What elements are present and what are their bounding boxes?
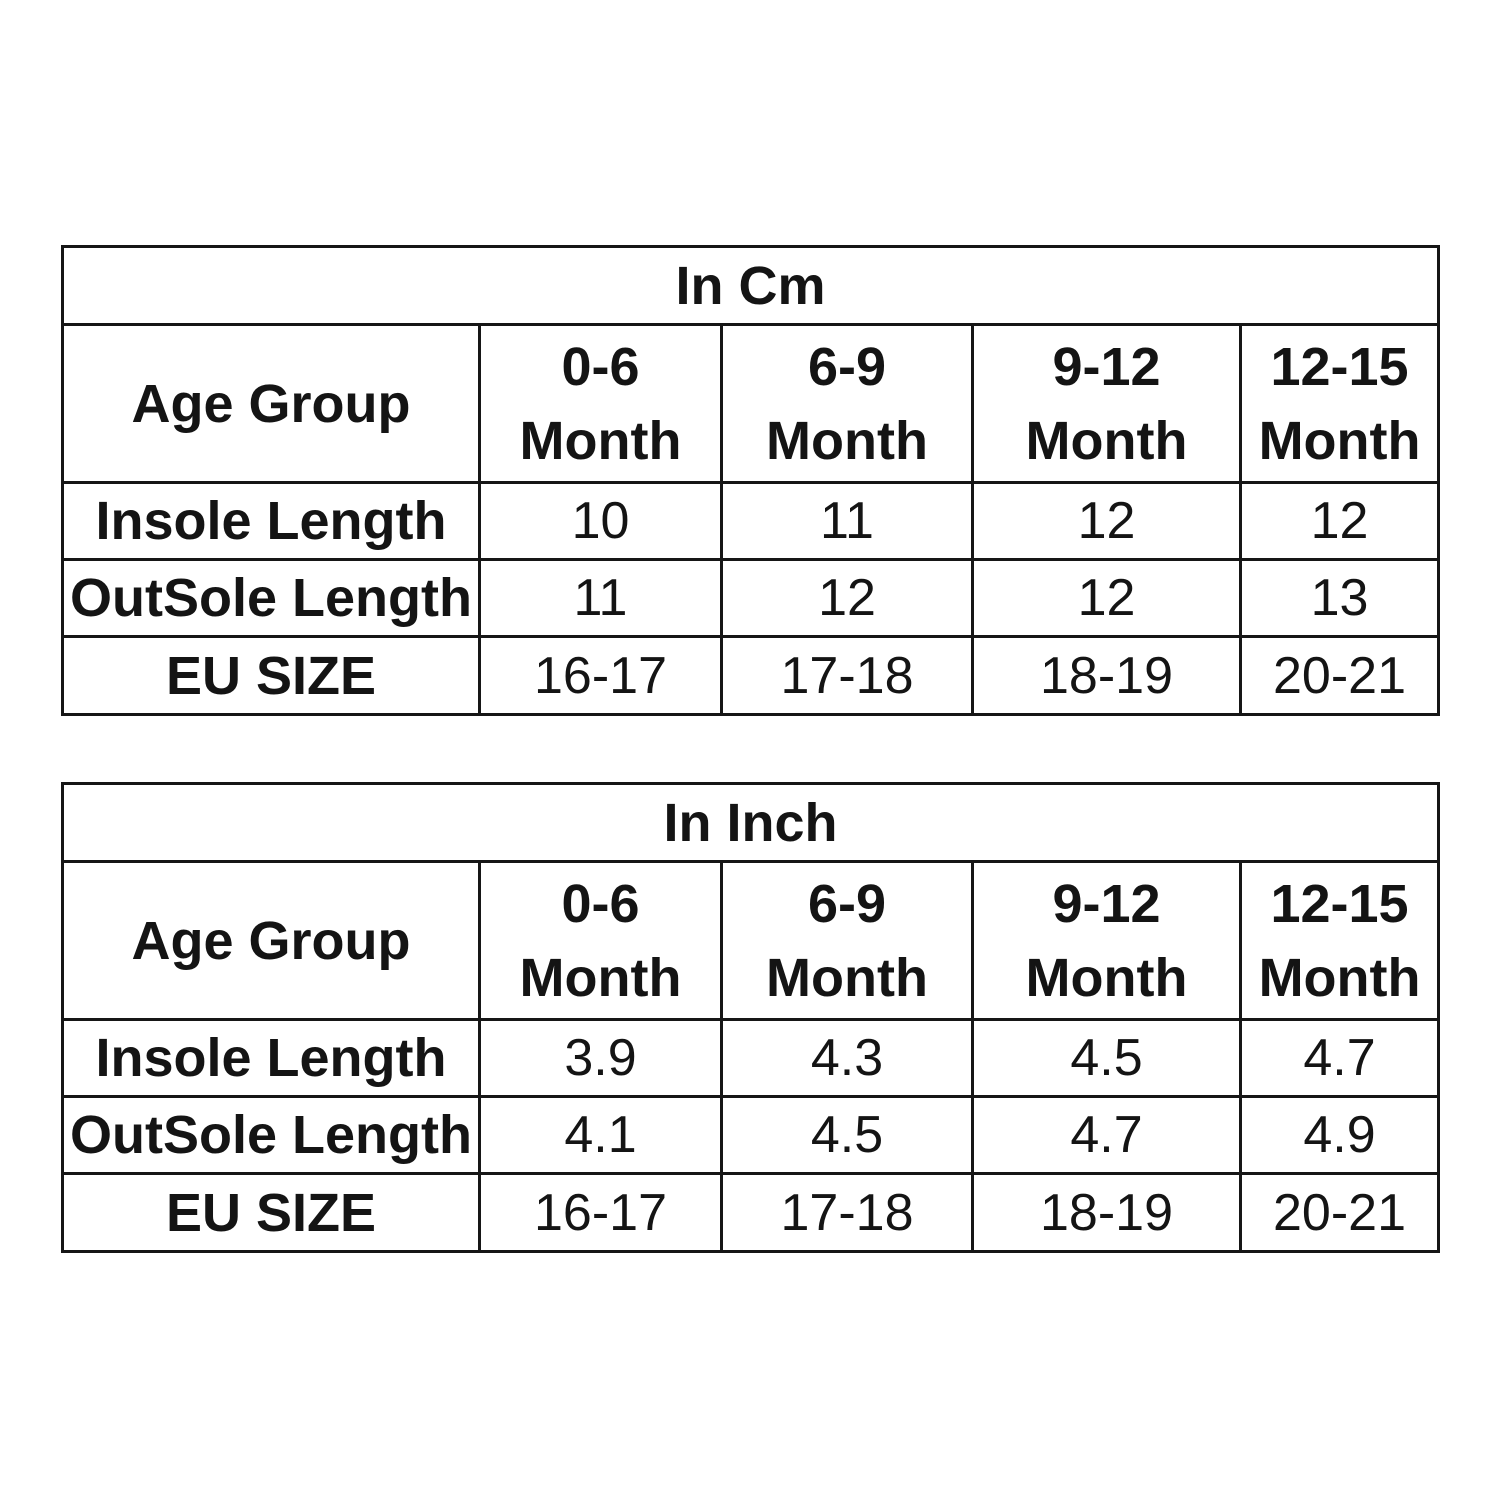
age-unit: Month [519, 947, 682, 1008]
value-cell: 18-19 [971, 635, 1242, 716]
age-unit: Month [766, 947, 928, 1008]
age-unit: Month [519, 410, 682, 471]
age-range: 6-9 [807, 336, 887, 397]
table-row: OutSole Length 4.1 4.5 4.7 4.9 [61, 1095, 1441, 1175]
value-cell: 12 [971, 481, 1242, 561]
row-label-outsole-length: OutSole Length [61, 1095, 481, 1175]
column-header-6-9-month: 6-9 Month [720, 860, 974, 1021]
age-range: 6-9 [807, 873, 887, 934]
table-title-cm: In Cm [60, 245, 1441, 326]
row-label-insole-length: Insole Length [61, 481, 481, 561]
age-range: 9-12 [1052, 873, 1161, 934]
row-label-eu-size: EU SIZE [61, 635, 481, 716]
column-header-12-15-month: 12-15 Month [1238, 323, 1441, 484]
column-header-12-15-month: 12-15 Month [1238, 860, 1441, 1021]
value-cell: 4.9 [1238, 1095, 1441, 1175]
age-range: 0-6 [561, 336, 640, 397]
value-cell: 4.5 [720, 1095, 974, 1175]
row-label-eu-size: EU SIZE [61, 1172, 481, 1253]
age-unit: Month [1025, 410, 1188, 471]
age-range: 9-12 [1052, 336, 1161, 397]
value-cell: 16-17 [478, 635, 723, 716]
value-cell: 12 [1238, 481, 1441, 561]
row-label-outsole-length: OutSole Length [61, 558, 481, 638]
age-unit: Month [766, 410, 928, 471]
value-cell: 4.3 [720, 1018, 974, 1098]
value-cell: 20-21 [1238, 635, 1441, 716]
value-cell: 13 [1238, 558, 1441, 638]
corner-header-age-group: Age Group [61, 323, 481, 484]
value-cell: 4.5 [971, 1018, 1242, 1098]
age-range: 12-15 [1270, 873, 1409, 934]
table-row: Age Group 0-6 Month 6-9 Month 9-12 Month… [61, 323, 1441, 484]
column-header-6-9-month: 6-9 Month [720, 323, 974, 484]
table-title-inch: In Inch [60, 782, 1441, 863]
age-unit: Month [1025, 947, 1188, 1008]
table-row: In Inch [60, 782, 1441, 863]
table-row: EU SIZE 16-17 17-18 18-19 20-21 [61, 1172, 1441, 1253]
value-cell: 4.7 [971, 1095, 1242, 1175]
size-chart-inch-table: In Inch Age Group 0-6 Month 6-9 Month 9-… [60, 782, 1441, 1253]
row-label-insole-length: Insole Length [61, 1018, 481, 1098]
table-row: Insole Length 10 11 12 12 [61, 481, 1441, 561]
column-header-0-6-month: 0-6 Month [478, 323, 723, 484]
table-row: Insole Length 3.9 4.3 4.5 4.7 [61, 1018, 1441, 1098]
value-cell: 16-17 [478, 1172, 723, 1253]
age-range: 12-15 [1270, 336, 1409, 397]
table-row: OutSole Length 11 12 12 13 [61, 558, 1441, 638]
age-unit: Month [1258, 410, 1421, 471]
corner-header-age-group: Age Group [61, 860, 481, 1021]
column-header-9-12-month: 9-12 Month [971, 323, 1242, 484]
value-cell: 12 [720, 558, 974, 638]
table-row: Age Group 0-6 Month 6-9 Month 9-12 Month… [61, 860, 1441, 1021]
value-cell: 17-18 [720, 635, 974, 716]
value-cell: 10 [478, 481, 723, 561]
table-row: EU SIZE 16-17 17-18 18-19 20-21 [61, 635, 1441, 716]
value-cell: 20-21 [1238, 1172, 1441, 1253]
table-row: In Cm [60, 245, 1441, 326]
value-cell: 4.7 [1238, 1018, 1441, 1098]
value-cell: 4.1 [478, 1095, 723, 1175]
value-cell: 11 [478, 558, 723, 638]
value-cell: 12 [971, 558, 1242, 638]
value-cell: 18-19 [971, 1172, 1242, 1253]
value-cell: 3.9 [478, 1018, 723, 1098]
value-cell: 11 [720, 481, 974, 561]
column-header-9-12-month: 9-12 Month [971, 860, 1242, 1021]
age-unit: Month [1258, 947, 1421, 1008]
column-header-0-6-month: 0-6 Month [478, 860, 723, 1021]
value-cell: 17-18 [720, 1172, 974, 1253]
age-range: 0-6 [561, 873, 640, 934]
size-chart-cm-table: In Cm Age Group 0-6 Month 6-9 Month 9-12… [60, 245, 1441, 716]
